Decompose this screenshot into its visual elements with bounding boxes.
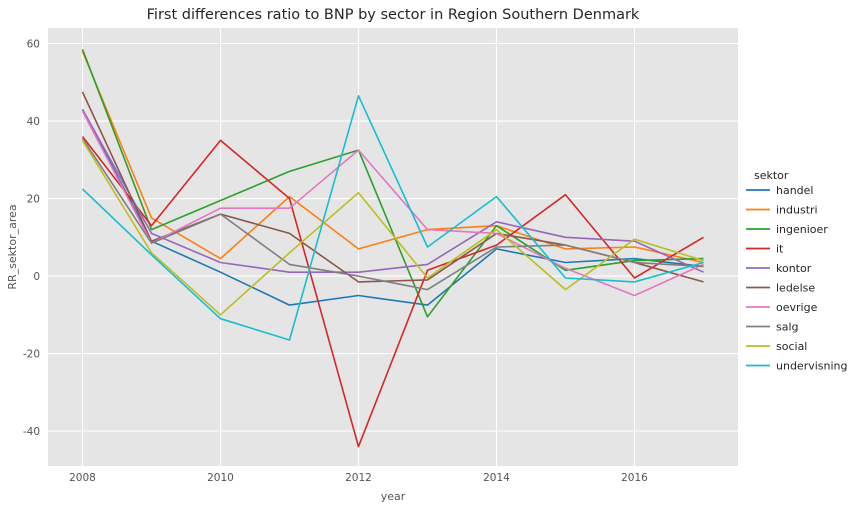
legend-label-industri: industri (776, 204, 818, 217)
y-tick-label: 60 (27, 39, 40, 51)
legend-label-salg: salg (776, 321, 799, 334)
legend-label-ingenioer: ingenioer (776, 223, 828, 236)
legend-label-social: social (776, 340, 807, 353)
series-lines (81, 49, 704, 448)
x-tick-label: 2008 (69, 472, 96, 484)
x-tick-labels: 2008 2010 2012 2014 2016 (69, 472, 648, 484)
series-line-salg (81, 138, 704, 291)
series-line-social (81, 139, 704, 316)
y-tick-label: -40 (23, 426, 40, 438)
series-line-oevrige (81, 110, 704, 297)
y-axis-label: RR_sektor_area (6, 204, 19, 289)
y-tick-label: 0 (33, 271, 40, 283)
legend-label-oevrige: oevrige (776, 301, 818, 314)
x-tick-label: 2014 (483, 472, 510, 484)
series-line-ingenioer (81, 49, 704, 318)
x-tick-label: 2010 (207, 472, 234, 484)
legend-title: sektor (754, 169, 789, 182)
series-line-undervisning (81, 95, 704, 341)
y-tick-label: 20 (27, 194, 40, 206)
legend: sektor handel industri ingenioer it kontor le… (746, 169, 848, 373)
y-tick-label: -20 (23, 349, 40, 361)
series-line-industri (81, 50, 704, 264)
legend-label-undervisning: undervisning (776, 360, 848, 373)
grid (48, 28, 738, 466)
series-line-handel (81, 109, 704, 306)
legend-label-ledelse: ledelse (776, 282, 815, 295)
x-tick-label: 2016 (621, 472, 648, 484)
y-tick-labels: -40 -20 0 20 40 60 (23, 39, 40, 439)
legend-label-it: it (776, 243, 784, 256)
chart-title: First differences ratio to BNP by sector… (147, 7, 640, 23)
y-tick-label: 40 (27, 116, 40, 128)
x-axis-label: year (381, 490, 406, 503)
legend-label-handel: handel (776, 184, 814, 197)
legend-label-kontor: kontor (776, 262, 812, 275)
x-tick-label: 2012 (345, 472, 372, 484)
series-line-kontor (81, 109, 704, 274)
series-line-it (81, 136, 704, 448)
